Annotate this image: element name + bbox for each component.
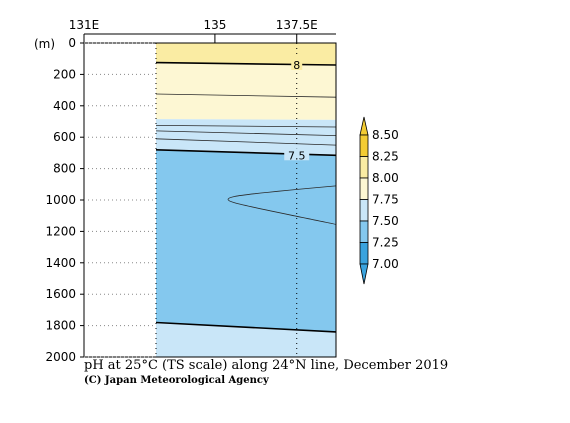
credit-text: (C) Japan Meteorological Agency — [84, 375, 269, 386]
contour-line-minor — [227, 185, 336, 225]
colorbar-segment — [359, 199, 369, 222]
axes: 131E 135 137.5E 0 200 400 600 800 1000 1200 1400 16… — [34, 18, 337, 364]
colorbar-bottom-arrow — [359, 263, 369, 285]
colorbar-label: 7.50 — [372, 214, 399, 228]
colorbar-label: 7.75 — [372, 193, 399, 207]
fill-band — [156, 119, 336, 156]
contour-labels: 87.5 — [284, 57, 310, 162]
contour-line-minor — [155, 125, 336, 128]
colorbar-label: 7.00 — [372, 257, 399, 271]
contour-label-bg — [291, 57, 303, 70]
plot-area — [84, 43, 336, 357]
colorbar-segment — [359, 220, 369, 243]
fill-bands — [84, 43, 336, 357]
y-tick-label: 1200 — [45, 224, 76, 238]
contour-line-minor — [155, 130, 336, 136]
colorbar-label: 8.50 — [372, 128, 399, 142]
y-tick-label: 2000 — [45, 350, 76, 364]
colorbar-label: 7.25 — [372, 236, 399, 250]
colorbar-label: 8.25 — [372, 150, 399, 164]
y-tick-label: 1600 — [45, 287, 76, 301]
contour-label: 7.5 — [288, 149, 306, 162]
colorbar-label: 8.00 — [372, 171, 399, 185]
y-tick-label: 1000 — [45, 193, 76, 207]
y-tick-label: 200 — [53, 67, 76, 81]
y-tick-label: 400 — [53, 99, 76, 113]
contour-line-major — [155, 321, 336, 333]
colorbar-top-arrow — [359, 116, 369, 136]
y-tick-label: 600 — [53, 130, 76, 144]
x-tick-label: 137.5E — [276, 18, 318, 32]
y-tick-label: 1400 — [45, 256, 76, 270]
y-tick-label: 0 — [68, 36, 76, 50]
minor-contours — [155, 93, 336, 225]
y-axis-unit: (m) — [34, 37, 55, 51]
contour-line-minor — [155, 93, 336, 98]
colorbar: 8.50 8.25 8.00 7.75 7.50 7.25 7.00 — [359, 116, 399, 285]
x-tick-label: 135 — [203, 18, 226, 32]
contour-line-minor — [155, 138, 336, 146]
colorbar-segment — [359, 134, 369, 157]
colorbar-segment — [359, 242, 369, 265]
fill-band — [156, 43, 336, 65]
fill-band — [156, 62, 336, 120]
contour-label: 8 — [293, 59, 300, 72]
y-tick-label: 1800 — [45, 319, 76, 333]
chart-title: pH at 25°C (TS scale) along 24°N line, D… — [84, 358, 449, 373]
colorbar-segment — [359, 156, 369, 179]
contour-line-major — [155, 61, 336, 66]
fill-band — [156, 149, 336, 332]
contour-label-bg — [284, 148, 310, 161]
colorbar-segment — [359, 177, 369, 200]
y-tick-label: 800 — [53, 162, 76, 176]
x-tick-label: 131E — [69, 18, 100, 32]
fill-band — [156, 322, 336, 357]
